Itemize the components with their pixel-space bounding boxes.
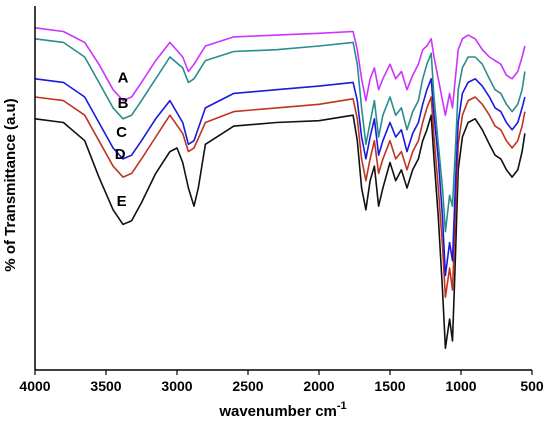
x-tick-label-1000: 1000 — [445, 378, 476, 394]
curve-label-a: A — [118, 69, 129, 86]
x-axis-title: wavenumber cm-1 — [218, 400, 346, 420]
x-tick-label-500: 500 — [520, 378, 544, 394]
series-line-a — [34, 27, 526, 116]
x-tick-label-3500: 3500 — [90, 378, 121, 394]
x-tick-label-2500: 2500 — [232, 378, 263, 394]
curve-label-b: B — [118, 95, 129, 112]
x-axis-title-main: wavenumber cm — [218, 403, 337, 420]
curve-label-c: C — [116, 124, 127, 141]
x-tick-label-4000: 4000 — [19, 378, 50, 394]
x-tick-label-3000: 3000 — [161, 378, 192, 394]
curve-label-d: D — [115, 146, 126, 163]
series-line-e — [34, 114, 526, 349]
x-tick-label-2000: 2000 — [303, 378, 334, 394]
x-axis-title-superscript: -1 — [337, 400, 347, 412]
x-tick-label-1500: 1500 — [374, 378, 405, 394]
series-line-b — [34, 38, 526, 233]
series-line-c — [34, 78, 526, 277]
series-line-d — [34, 96, 526, 298]
curve-label-e: E — [117, 193, 127, 210]
y-axis-title: % of Transmittance (a.u) — [2, 98, 19, 271]
